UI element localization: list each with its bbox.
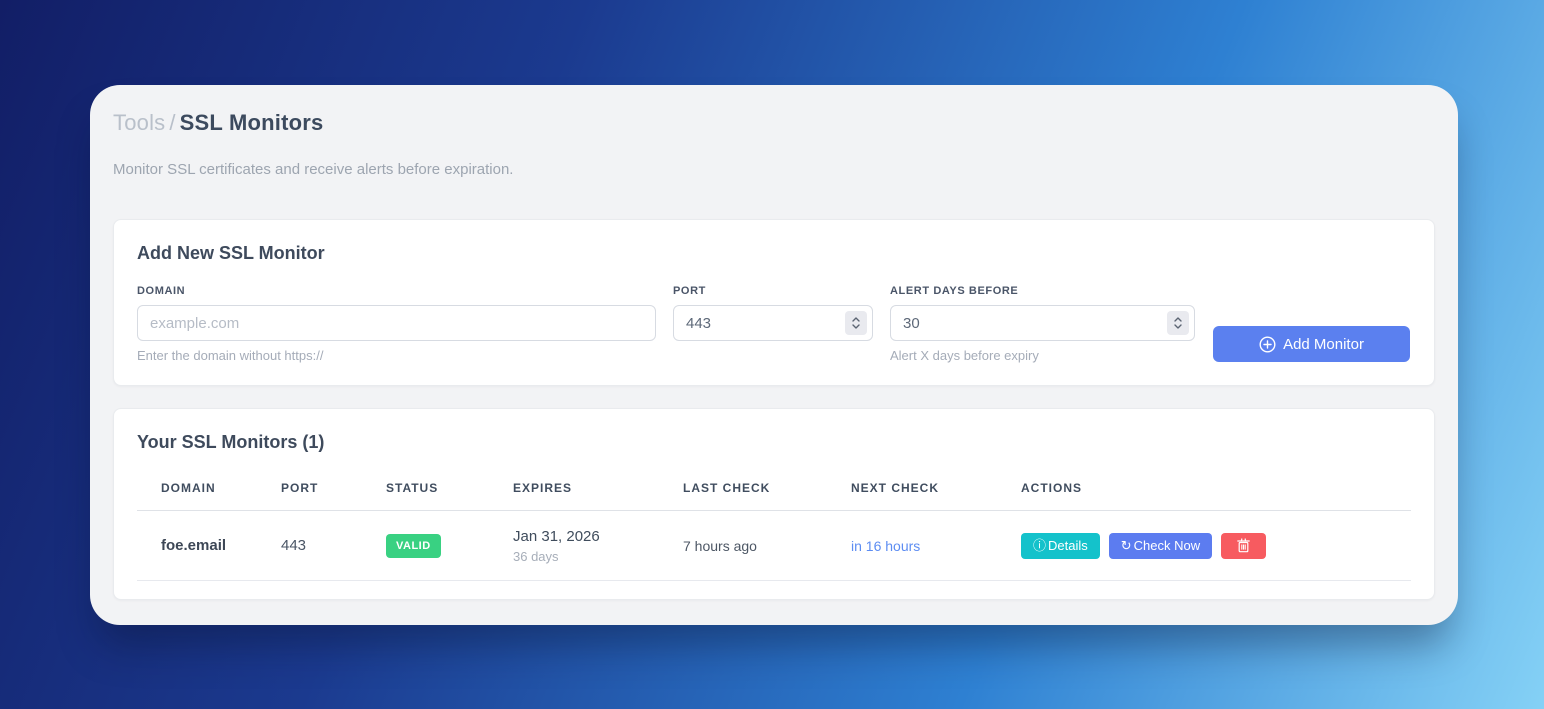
monitor-next-check: in 16 hours [851,510,1021,581]
col-expires: EXPIRES [513,471,683,511]
add-monitor-form: DOMAIN Enter the domain without https://… [137,285,1411,363]
alert-days-field-group: ALERT DAYS BEFORE Alert X days before ex… [890,285,1195,363]
check-now-button[interactable]: ↻ Check Now [1108,532,1213,559]
add-monitor-title: Add New SSL Monitor [137,243,325,263]
col-port: PORT [281,471,386,511]
details-button-label: Details [1048,538,1088,553]
refresh-icon: ↻ [1120,538,1132,553]
page-subtitle: Monitor SSL certificates and receive ale… [113,161,514,178]
monitor-last-check: 7 hours ago [683,510,851,581]
alert-days-helper: Alert X days before expiry [890,348,1039,363]
col-actions: ACTIONS [1021,471,1411,511]
table-row: foe.email 443 VALID Jan 31, 2026 36 days… [137,510,1411,581]
monitor-expires-cell: Jan 31, 2026 36 days [513,510,683,581]
info-icon: ⓘ [1033,538,1047,553]
monitor-actions-cell: ⓘ Details ↻ Check Now [1021,510,1411,581]
col-domain: DOMAIN [137,471,281,511]
alert-days-stepper[interactable] [1167,311,1189,335]
add-monitor-panel: Add New SSL Monitor DOMAIN Enter the dom… [113,219,1435,386]
add-monitor-button-label: Add Monitor [1283,335,1364,353]
monitors-panel: Your SSL Monitors (1) DOMAIN PORT STATUS… [113,408,1435,600]
page-title: SSL Monitors [179,110,324,135]
add-monitor-button[interactable]: Add Monitor [1213,326,1410,362]
status-badge: VALID [386,533,441,558]
delete-button[interactable] [1221,532,1267,559]
chevron-up-down-icon [1174,317,1182,329]
domain-field-group: DOMAIN Enter the domain without https:// [137,285,656,363]
alert-days-label: ALERT DAYS BEFORE [890,285,1019,297]
monitors-table-wrap: DOMAIN PORT STATUS EXPIRES LAST CHECK NE… [137,471,1411,581]
expires-days-remaining: 36 days [513,548,559,564]
col-last-check: LAST CHECK [683,471,851,511]
check-now-button-label: Check Now [1133,538,1201,553]
ssl-monitors-page: Tools / SSL Monitors Monitor SSL certifica… [90,85,1458,625]
expires-date: Jan 31, 2026 [513,527,600,545]
breadcrumb-separator: / [169,110,176,135]
port-field-group: PORT [673,285,873,363]
trash-icon [1237,538,1250,553]
breadcrumb: Tools / SSL Monitors [113,108,1435,136]
monitors-table: DOMAIN PORT STATUS EXPIRES LAST CHECK NE… [137,471,1411,581]
breadcrumb-section[interactable]: Tools [113,110,166,135]
col-next-check: NEXT CHECK [851,471,1021,511]
domain-input[interactable] [137,305,656,341]
table-header-row: DOMAIN PORT STATUS EXPIRES LAST CHECK NE… [137,471,1411,511]
col-status: STATUS [386,471,513,511]
port-input[interactable] [673,305,873,341]
port-label: PORT [673,285,706,297]
monitor-port: 443 [281,510,386,581]
chevron-up-down-icon [852,317,860,329]
domain-helper: Enter the domain without https:// [137,348,324,363]
domain-label: DOMAIN [137,285,186,297]
monitor-status-cell: VALID [386,510,513,581]
port-stepper[interactable] [845,311,867,335]
submit-wrap: Add Monitor [1213,326,1410,363]
alert-days-input[interactable] [890,305,1195,341]
plus-circle-icon [1259,335,1276,353]
details-button[interactable]: ⓘ Details [1021,532,1100,559]
monitors-title: Your SSL Monitors (1) [137,432,325,452]
monitor-domain: foe.email [137,510,281,581]
